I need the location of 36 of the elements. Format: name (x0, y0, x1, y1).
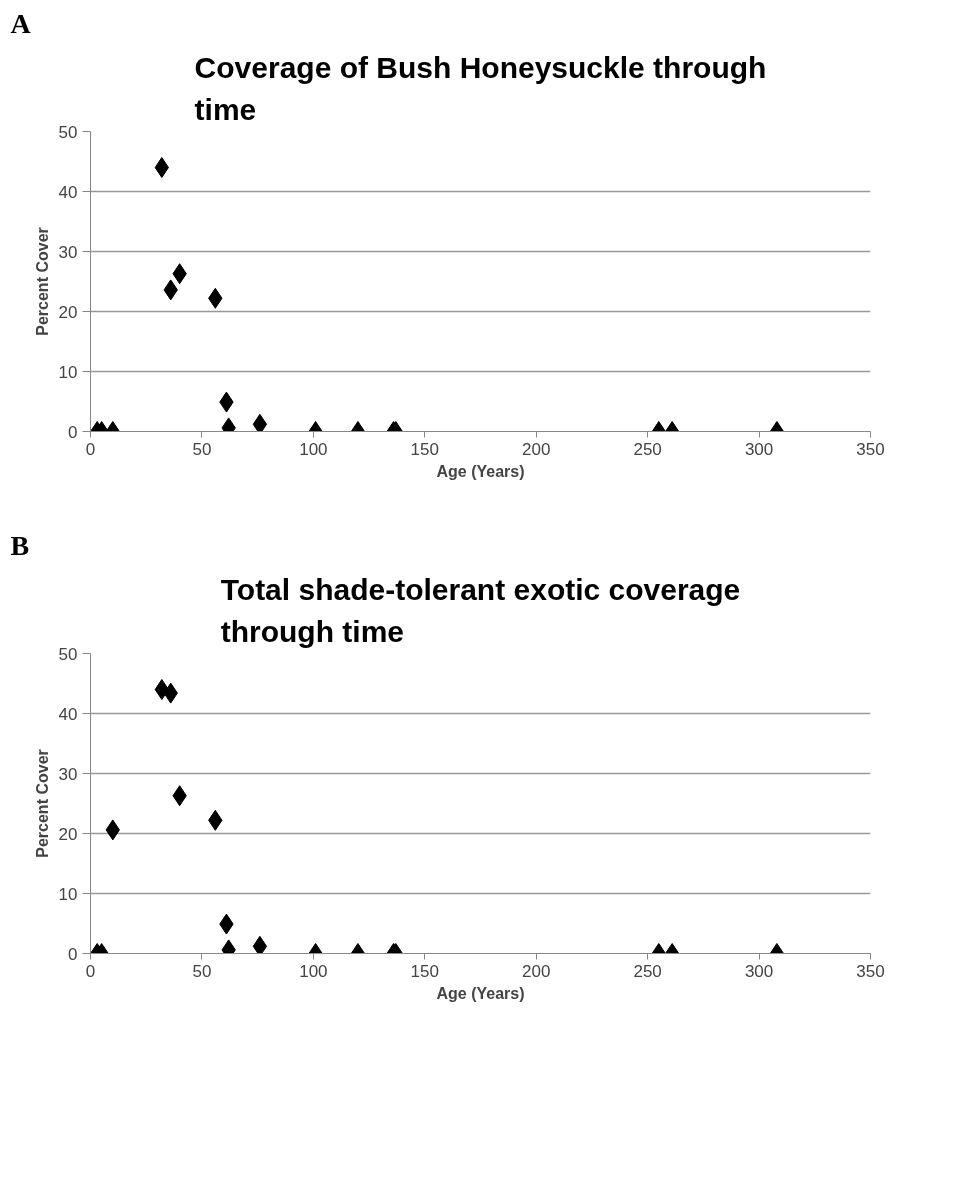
y-tick-label: 50 (58, 644, 78, 664)
y-tick-label: 40 (58, 182, 78, 202)
x-tick-label: 200 (522, 961, 551, 981)
x-axis-title: Age (Years) (436, 984, 525, 1002)
x-tick-label: 200 (522, 439, 551, 459)
x-tick-label: 250 (633, 439, 662, 459)
x-tick-label: 0 (85, 439, 96, 459)
y-tick-label: 30 (58, 764, 78, 784)
y-tick-label: 0 (68, 944, 78, 964)
chart-title: Coverage of Bush Honeysuckle through time (194, 50, 767, 127)
x-tick-label: 150 (410, 439, 439, 459)
y-tick-label: 40 (58, 704, 78, 724)
chart-title: Total shade-tolerant exotic coverage through time (220, 572, 741, 649)
y-axis-title: Percent Cover (33, 749, 51, 858)
y-tick-label: 10 (58, 884, 78, 904)
x-tick-label: 0 (85, 961, 96, 981)
x-tick-label: 100 (299, 439, 328, 459)
y-axis-title: Percent Cover (33, 227, 51, 336)
x-tick-label: 300 (744, 439, 774, 459)
x-tick-label: 350 (856, 439, 885, 459)
text: A (10, 7, 32, 39)
x-tick-label: 100 (299, 961, 328, 981)
x-tick-label: 250 (633, 961, 662, 981)
x-tick-label: 300 (744, 961, 774, 981)
x-tick-label: 150 (410, 961, 439, 981)
x-tick-label: 50 (192, 961, 212, 981)
y-tick-label: 50 (58, 122, 78, 142)
text: B (10, 529, 30, 561)
x-axis-title: Age (Years) (436, 462, 525, 480)
x-tick-label: 350 (856, 961, 885, 981)
y-tick-label: 30 (58, 242, 78, 262)
y-tick-label: 10 (58, 362, 78, 382)
y-tick-label: 0 (68, 422, 78, 442)
x-tick-label: 50 (192, 439, 212, 459)
y-tick-label: 20 (58, 824, 78, 844)
y-tick-label: 20 (58, 302, 78, 322)
